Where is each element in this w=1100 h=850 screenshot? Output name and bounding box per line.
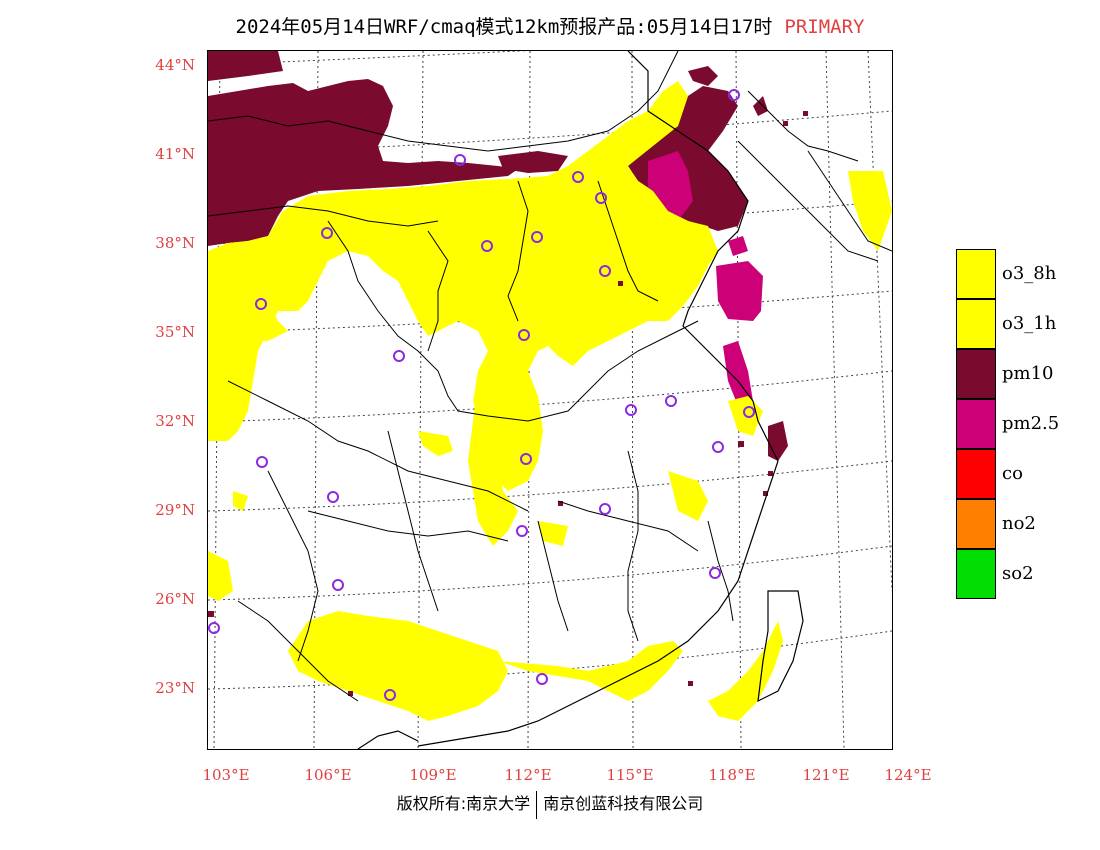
legend-item-pm25: pm2.5 bbox=[956, 399, 1080, 449]
title-text: 2024年05月14日WRF/cmaq模式12km预报产品:05月14日17时 bbox=[235, 16, 773, 38]
legend-swatch-no2 bbox=[956, 499, 996, 549]
pollutant-legend: o3_8h o3_1h pm10 pm2.5 co no2 so2 bbox=[956, 249, 1080, 599]
map-panel[interactable] bbox=[207, 50, 893, 750]
lon-label-103: 103°E bbox=[202, 766, 250, 784]
title-tag: PRIMARY bbox=[784, 16, 865, 38]
pm25-areas bbox=[648, 151, 763, 406]
legend-swatch-pm25 bbox=[956, 399, 996, 449]
lat-label-32: 32°N bbox=[155, 412, 195, 430]
lon-label-109: 109°E bbox=[409, 766, 457, 784]
legend-label-o3-8h: o3_8h bbox=[1002, 263, 1057, 284]
legend-label-so2: so2 bbox=[1002, 563, 1034, 584]
legend-label-no2: no2 bbox=[1002, 513, 1036, 534]
legend-item-o3-8h: o3_8h bbox=[956, 249, 1080, 299]
legend-label-pm25: pm2.5 bbox=[1002, 413, 1060, 434]
footer-divider bbox=[536, 790, 538, 819]
station-markers bbox=[208, 89, 755, 701]
scatter-pixels bbox=[208, 111, 808, 696]
lon-label-106: 106°E bbox=[304, 766, 352, 784]
lat-label-44: 44°N bbox=[155, 56, 195, 74]
legend-item-o3-1h: o3_1h bbox=[956, 299, 1080, 349]
lon-label-118: 118°E bbox=[708, 766, 756, 784]
legend-swatch-co bbox=[956, 449, 996, 499]
coastline bbox=[357, 51, 804, 749]
copyright-left: 版权所有:南京大学 bbox=[396, 794, 531, 813]
legend-swatch-o3-1h bbox=[956, 299, 996, 349]
legend-item-co: co bbox=[956, 449, 1080, 499]
lat-label-41: 41°N bbox=[155, 145, 195, 163]
lat-label-35: 35°N bbox=[155, 323, 195, 341]
map-canvas bbox=[208, 51, 892, 749]
lon-label-124: 124°E bbox=[884, 766, 932, 784]
legend-item-so2: so2 bbox=[956, 549, 1080, 599]
lat-label-23: 23°N bbox=[155, 679, 195, 697]
legend-item-no2: no2 bbox=[956, 499, 1080, 549]
legend-swatch-so2 bbox=[956, 549, 996, 599]
copyright-right: 南京创蓝科技有限公司 bbox=[543, 794, 704, 813]
legend-item-pm10: pm10 bbox=[956, 349, 1080, 399]
legend-swatch-o3-8h bbox=[956, 249, 996, 299]
o3-areas bbox=[208, 81, 892, 721]
map-title: 2024年05月14日WRF/cmaq模式12km预报产品:05月14日17时 P… bbox=[0, 12, 1100, 39]
province-borders bbox=[208, 51, 892, 702]
lon-label-112: 112°E bbox=[504, 766, 552, 784]
lon-label-115: 115°E bbox=[606, 766, 654, 784]
lon-label-121: 121°E bbox=[802, 766, 850, 784]
lat-label-38: 38°N bbox=[155, 234, 195, 252]
lat-label-26: 26°N bbox=[155, 590, 195, 608]
pm10-areas bbox=[208, 51, 788, 461]
legend-label-o3-1h: o3_1h bbox=[1002, 313, 1057, 334]
copyright-footer: 版权所有:南京大学 南京创蓝科技有限公司 bbox=[0, 790, 1100, 819]
legend-label-co: co bbox=[1002, 463, 1023, 484]
lat-label-29: 29°N bbox=[155, 501, 195, 519]
legend-swatch-pm10 bbox=[956, 349, 996, 399]
legend-label-pm10: pm10 bbox=[1002, 363, 1054, 384]
